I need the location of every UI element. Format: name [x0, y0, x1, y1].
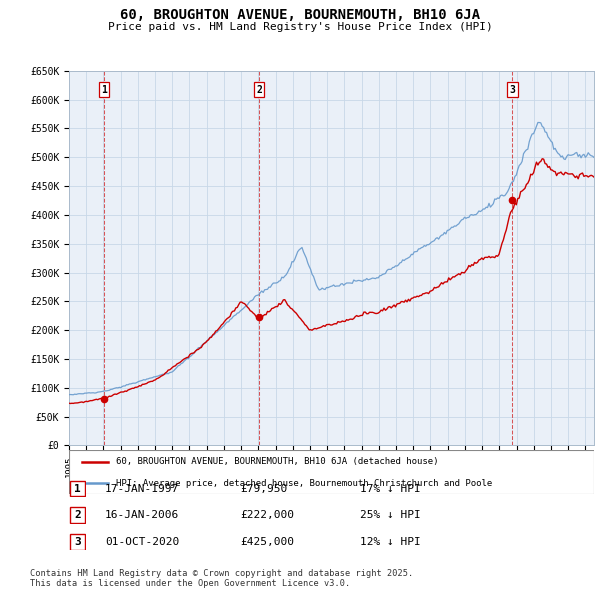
- Text: 01-OCT-2020: 01-OCT-2020: [105, 537, 179, 546]
- Text: 1: 1: [74, 484, 81, 493]
- FancyBboxPatch shape: [70, 533, 85, 550]
- Text: 2: 2: [256, 85, 262, 95]
- Text: Contains HM Land Registry data © Crown copyright and database right 2025.
This d: Contains HM Land Registry data © Crown c…: [30, 569, 413, 588]
- Text: £425,000: £425,000: [240, 537, 294, 546]
- Text: 60, BROUGHTON AVENUE, BOURNEMOUTH, BH10 6JA (detached house): 60, BROUGHTON AVENUE, BOURNEMOUTH, BH10 …: [116, 457, 439, 466]
- Text: 2: 2: [74, 510, 81, 520]
- Text: £79,950: £79,950: [240, 484, 287, 493]
- Text: 16-JAN-2006: 16-JAN-2006: [105, 510, 179, 520]
- Text: 17% ↓ HPI: 17% ↓ HPI: [360, 484, 421, 493]
- Text: 1: 1: [101, 85, 107, 95]
- Text: 12% ↓ HPI: 12% ↓ HPI: [360, 537, 421, 546]
- Text: 3: 3: [74, 537, 81, 546]
- Text: 3: 3: [509, 85, 515, 95]
- Text: 60, BROUGHTON AVENUE, BOURNEMOUTH, BH10 6JA: 60, BROUGHTON AVENUE, BOURNEMOUTH, BH10 …: [120, 8, 480, 22]
- FancyBboxPatch shape: [70, 507, 85, 523]
- Text: £222,000: £222,000: [240, 510, 294, 520]
- FancyBboxPatch shape: [70, 480, 85, 497]
- Text: 17-JAN-1997: 17-JAN-1997: [105, 484, 179, 493]
- Text: 25% ↓ HPI: 25% ↓ HPI: [360, 510, 421, 520]
- Text: Price paid vs. HM Land Registry's House Price Index (HPI): Price paid vs. HM Land Registry's House …: [107, 22, 493, 32]
- Text: HPI: Average price, detached house, Bournemouth Christchurch and Poole: HPI: Average price, detached house, Bour…: [116, 478, 493, 488]
- FancyBboxPatch shape: [69, 450, 594, 494]
